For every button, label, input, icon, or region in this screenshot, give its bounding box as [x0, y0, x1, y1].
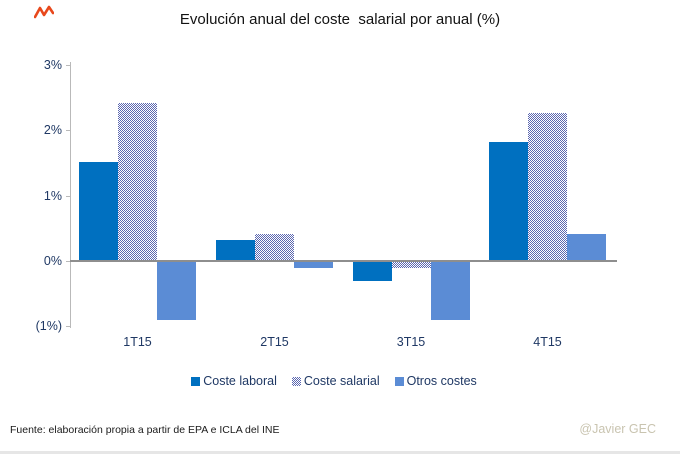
legend-label: Coste laboral	[203, 374, 277, 388]
category-label-4t15: 4T15	[533, 335, 562, 349]
bar-otros-costes-3t15	[430, 261, 470, 321]
y-tick-mark	[66, 195, 71, 197]
bottom-edge-strip	[0, 451, 680, 454]
bar-coste-laboral-3t15	[352, 261, 392, 282]
legend-label: Otros costes	[406, 374, 477, 388]
y-axis-line	[70, 62, 71, 328]
legend-swatch	[291, 376, 301, 386]
y-tick-label: (1%)	[35, 319, 62, 334]
bar-otros-costes-4t15	[567, 233, 606, 260]
legend-swatch	[394, 376, 404, 386]
y-tick-label: 2%	[43, 123, 62, 138]
bar-coste-salarial-4t15	[528, 113, 567, 260]
bar-coste-salarial-1t15	[118, 103, 157, 260]
legend: Coste laboral Coste salarial Otros costes	[0, 372, 668, 390]
credit-note: @Javier GEC	[579, 422, 656, 436]
y-tick-mark	[66, 326, 71, 328]
bar-otros-costes-2t15	[294, 261, 333, 269]
red-scribble-icon	[34, 5, 54, 19]
chart-title: Evolución anual del coste salarial por a…	[179, 11, 501, 28]
bar-coste-salarial-3t15	[391, 261, 431, 269]
bar-coste-laboral-1t15	[79, 162, 118, 260]
category-label-2t15: 2T15	[260, 335, 289, 349]
bar-coste-salarial-2t15	[255, 233, 294, 260]
y-tick-label: 0%	[43, 254, 62, 268]
category-label-3t15: 3T15	[396, 335, 426, 349]
y-tick-mark	[66, 65, 71, 66]
category-label-1t15: 1T15	[123, 335, 152, 349]
source-note: Fuente: elaboración propia a partir de E…	[10, 424, 280, 436]
bar-coste-laboral-4t15	[489, 142, 528, 260]
bar-coste-laboral-2t15	[216, 240, 255, 260]
legend-item-coste-laboral: Coste laboral	[191, 374, 277, 388]
legend-item-coste-salarial: Coste salarial	[291, 374, 380, 388]
legend-swatch	[191, 376, 201, 386]
y-tick-label: 3%	[43, 58, 62, 72]
zero-baseline	[70, 260, 617, 262]
legend-item-otros-costes: Otros costes	[394, 374, 477, 388]
y-tick-mark	[66, 261, 71, 262]
legend-label: Coste salarial	[303, 374, 380, 388]
y-tick-mark	[66, 130, 71, 132]
bar-otros-costes-1t15	[157, 261, 196, 321]
y-tick-label: 1%	[43, 188, 62, 203]
